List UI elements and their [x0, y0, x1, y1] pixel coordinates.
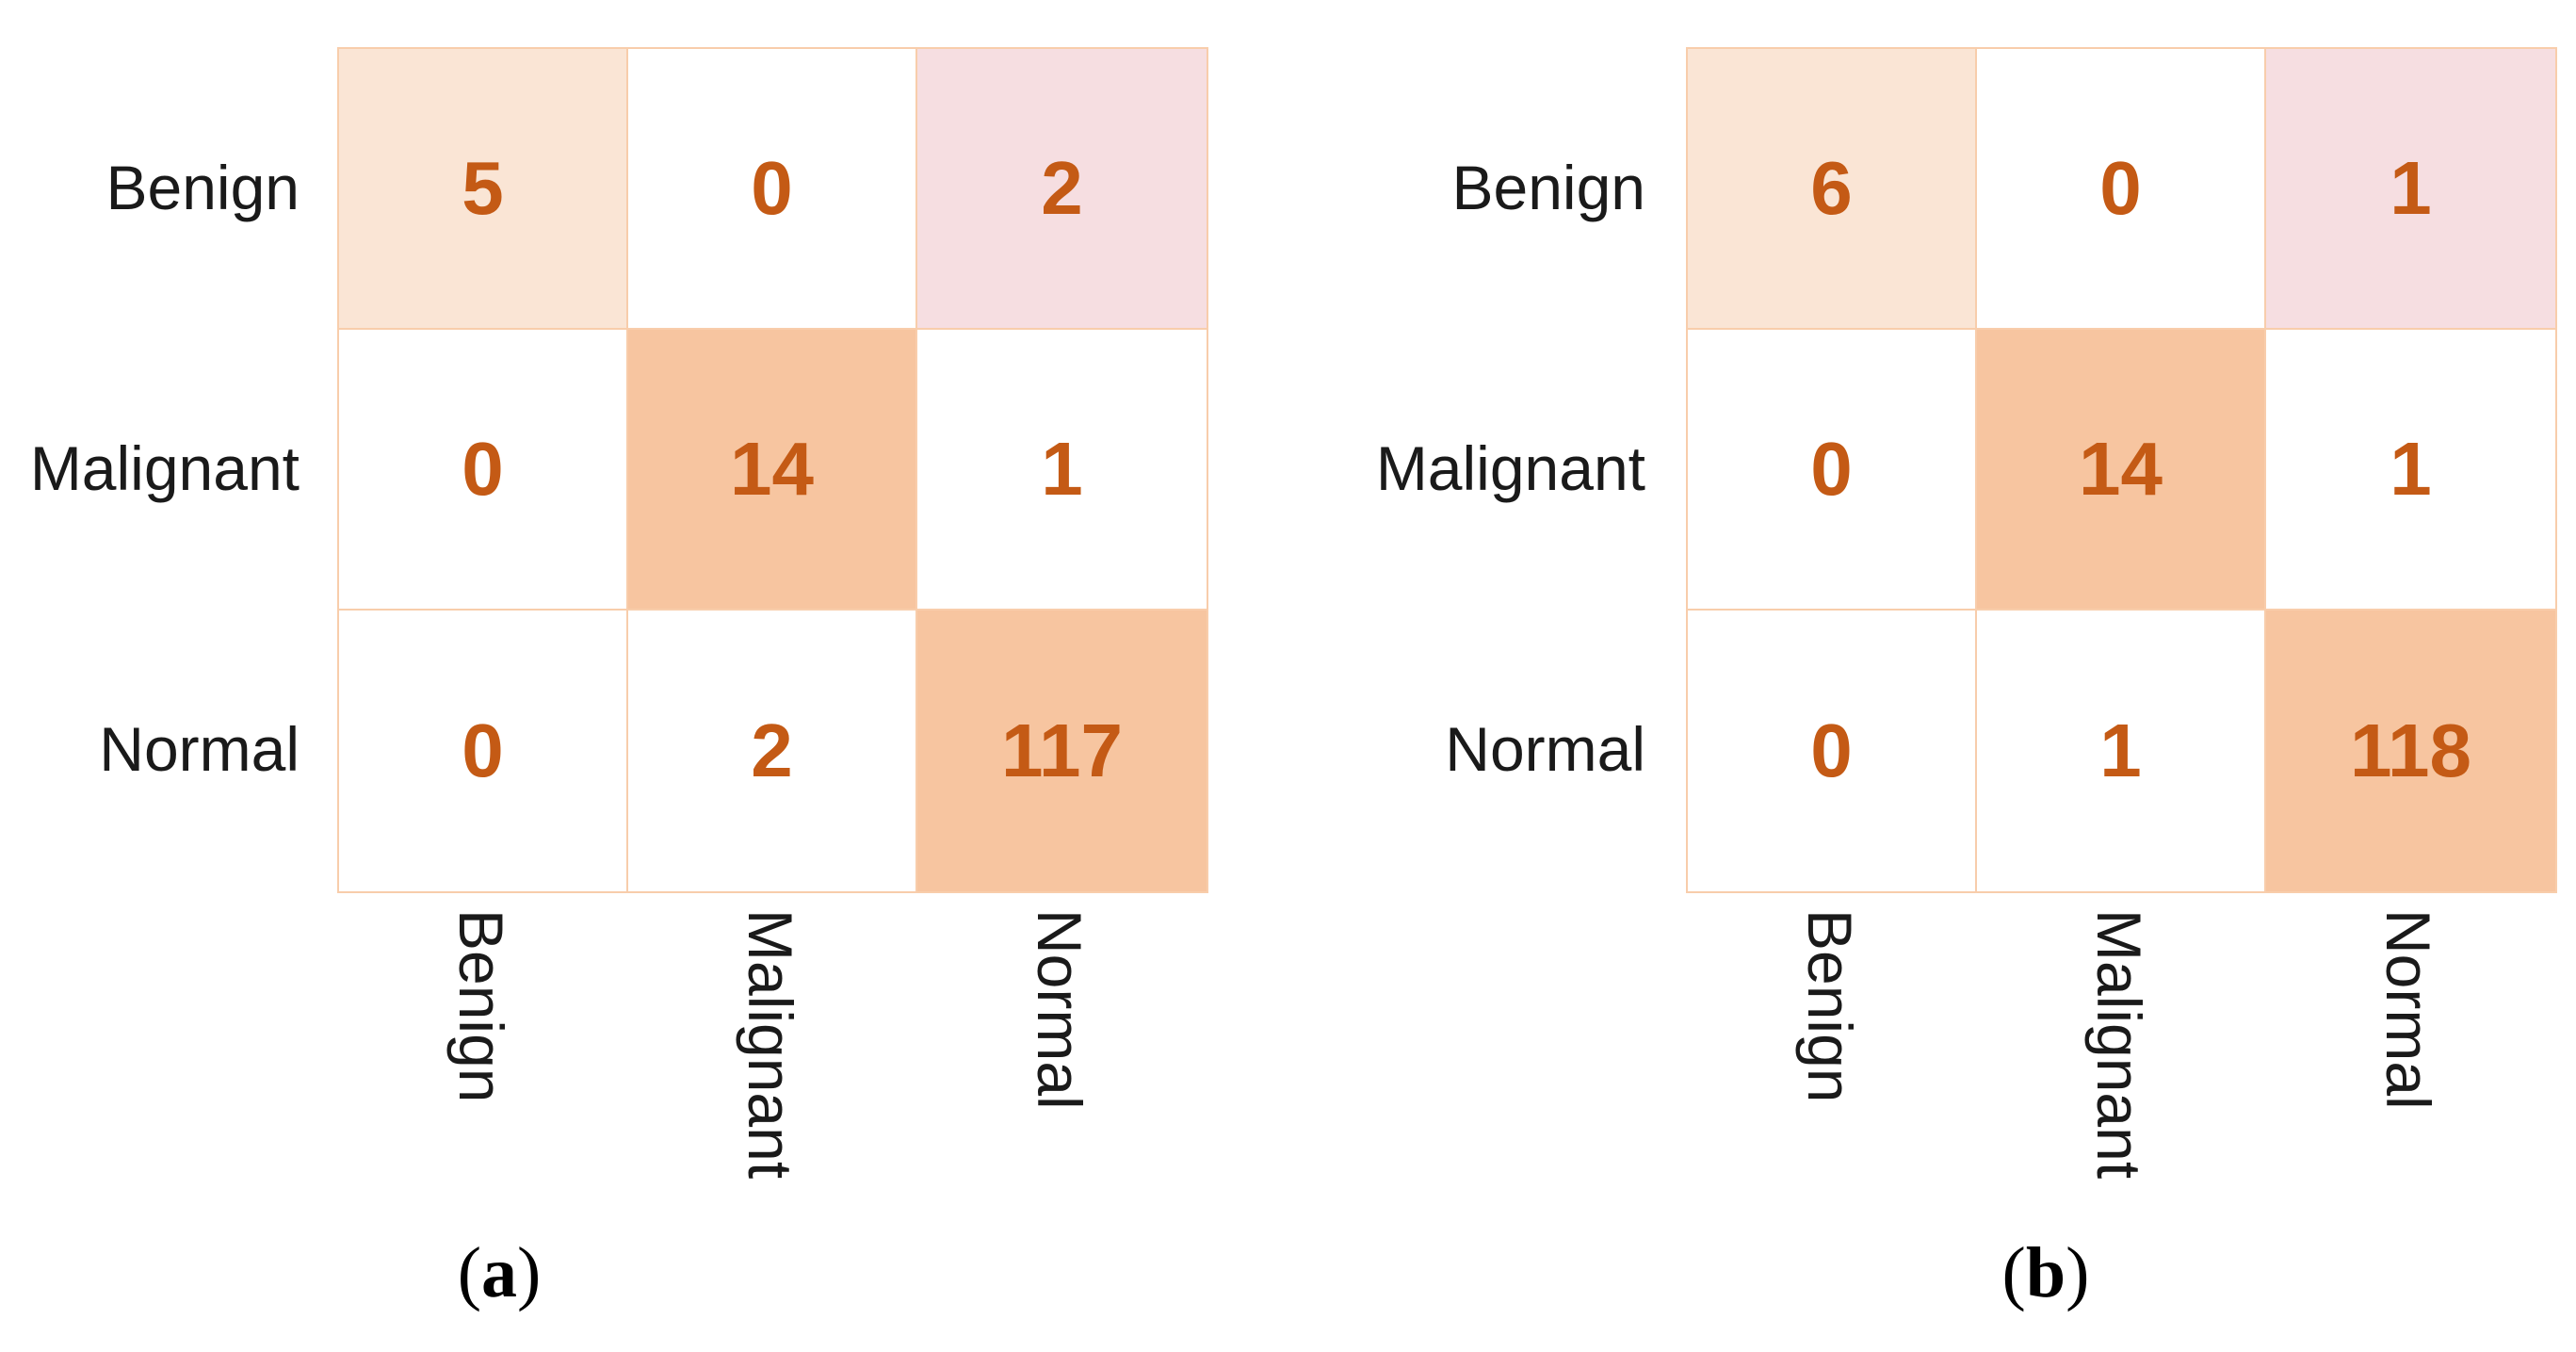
cell-b-malignant-benign: 0 [1688, 330, 1977, 611]
cell-b-malignant-malignant: 14 [1977, 330, 2266, 611]
confusion-matrix-b: 6 0 1 0 14 1 0 1 118 [1686, 47, 2557, 893]
caption-b-paren-open: ( [2001, 1233, 2026, 1312]
cell-a-benign-malignant: 0 [628, 49, 917, 330]
row-labels-a: Benign Malignant Normal [0, 47, 324, 889]
col-label-malignant: Malignant [736, 909, 805, 1180]
cell-a-malignant-benign: 0 [339, 330, 628, 611]
col-label-normal: Normal [2373, 909, 2443, 1110]
cell-b-benign-benign: 6 [1688, 49, 1977, 330]
cell-b-benign-malignant: 0 [1977, 49, 2266, 330]
confusion-matrix-a: 5 0 2 0 14 1 0 2 117 [337, 47, 1208, 893]
cell-a-normal-malignant: 2 [628, 611, 917, 891]
cell-a-malignant-normal: 1 [917, 330, 1207, 611]
cell-a-normal-normal: 117 [917, 611, 1207, 891]
caption-a-paren-close: ) [517, 1233, 542, 1312]
caption-a: (a) [396, 1232, 603, 1314]
cell-b-normal-malignant: 1 [1977, 611, 2266, 891]
row-label-normal: Normal [1445, 714, 1645, 784]
cell-a-malignant-malignant: 14 [628, 330, 917, 611]
cell-b-malignant-normal: 1 [2266, 330, 2555, 611]
caption-a-letter: a [481, 1233, 517, 1312]
col-label-normal: Normal [1025, 909, 1094, 1110]
cell-a-benign-normal: 2 [917, 49, 1207, 330]
row-label-benign: Benign [105, 153, 300, 222]
cell-b-normal-benign: 0 [1688, 611, 1977, 891]
cell-a-normal-benign: 0 [339, 611, 628, 891]
row-label-normal: Normal [99, 714, 300, 784]
cell-a-benign-benign: 5 [339, 49, 628, 330]
caption-b-paren-close: ) [2066, 1233, 2090, 1312]
row-label-benign: Benign [1451, 153, 1645, 222]
col-label-benign: Benign [446, 909, 516, 1103]
caption-a-paren-open: ( [457, 1233, 481, 1312]
row-label-malignant: Malignant [29, 433, 300, 503]
row-label-malignant: Malignant [1375, 433, 1645, 503]
cell-b-normal-normal: 118 [2266, 611, 2555, 891]
caption-b-letter: b [2025, 1233, 2066, 1312]
col-label-benign: Benign [1795, 909, 1865, 1103]
cell-b-benign-normal: 1 [2266, 49, 2555, 330]
caption-b: (b) [1942, 1232, 2149, 1314]
row-labels-b: Benign Malignant Normal [1346, 47, 1670, 889]
col-label-malignant: Malignant [2084, 909, 2154, 1180]
